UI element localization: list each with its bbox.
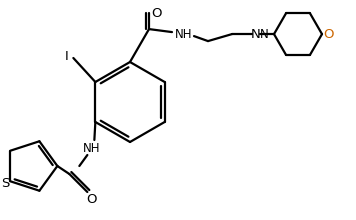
Text: O: O <box>323 28 333 41</box>
Text: I: I <box>64 50 68 62</box>
Text: O: O <box>86 192 96 205</box>
Text: N: N <box>251 28 261 41</box>
Text: O: O <box>152 7 162 20</box>
Text: N: N <box>260 28 269 41</box>
Text: NH: NH <box>175 28 193 41</box>
Text: S: S <box>1 177 10 190</box>
Text: NH: NH <box>83 141 100 154</box>
